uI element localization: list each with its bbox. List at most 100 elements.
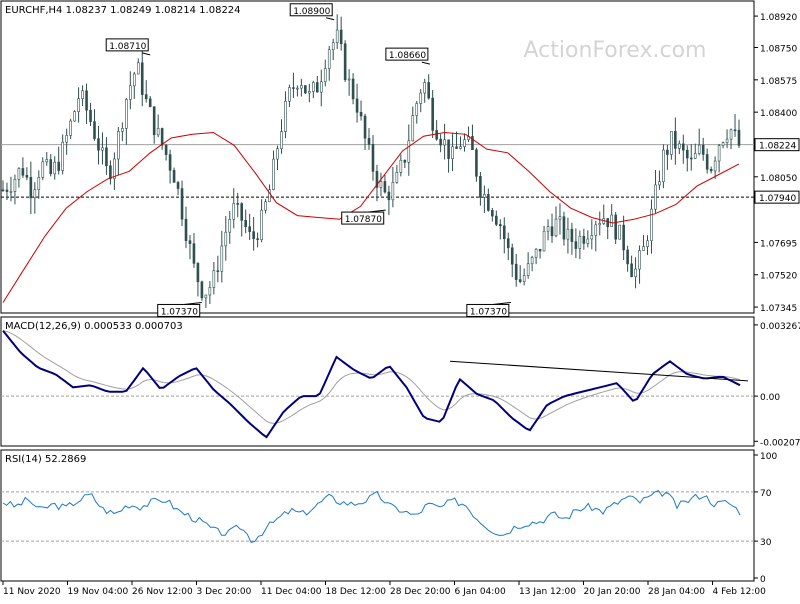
- candle-body: [439, 138, 442, 146]
- candle-body: [308, 91, 311, 94]
- candle-body: [650, 208, 653, 242]
- candle-body: [144, 94, 148, 100]
- rsi-panel: RSI(14) 52.2869: [0, 449, 755, 582]
- x-axis-label: 18 Dec 12:00: [326, 587, 387, 597]
- candle-body: [129, 85, 132, 100]
- candle-body: [586, 238, 590, 244]
- x-axis-label: 6 Jan 04:00: [455, 587, 507, 597]
- candle-body: [85, 90, 88, 111]
- candle-body: [725, 138, 729, 144]
- candle-body: [423, 82, 427, 94]
- candle-body: [41, 161, 45, 178]
- candle-body: [136, 62, 140, 75]
- macd-line: [2, 330, 741, 439]
- candle-body: [252, 231, 255, 239]
- candle-body: [514, 263, 518, 280]
- candle-body: [646, 240, 649, 247]
- candle-body: [674, 130, 677, 149]
- price-panel-title: EURCHF,H4 1.08237 1.08249 1.08214 1.0822…: [5, 5, 241, 16]
- annotation-label: 1.08660: [389, 51, 426, 61]
- candle-body: [685, 149, 689, 159]
- candle-body: [29, 176, 33, 199]
- price-axis-label: 1.08050: [760, 174, 797, 184]
- annotation-connector: [142, 52, 151, 56]
- candle-body: [312, 82, 315, 92]
- candle-body: [81, 90, 84, 99]
- candle-body: [578, 235, 582, 249]
- candle-body: [77, 98, 80, 112]
- candle-body: [184, 218, 188, 241]
- x-axis-label: 19 Nov 04:00: [68, 587, 129, 597]
- annotation-box: [385, 47, 429, 61]
- candle-body: [264, 201, 267, 211]
- candle-body: [510, 247, 514, 265]
- candle-body: [395, 172, 399, 183]
- candle-body: [25, 174, 29, 178]
- candle-body: [256, 238, 259, 240]
- candle-body: [606, 218, 610, 227]
- candle-body: [21, 168, 25, 176]
- price-panel: EURCHF,H4 1.08237 1.08249 1.08214 1.0822…: [0, 0, 755, 314]
- candle-body: [113, 158, 116, 179]
- annotation-label: 1.08900: [293, 7, 330, 17]
- candle-body: [558, 216, 562, 220]
- candle-body: [634, 268, 637, 278]
- candle-body: [455, 146, 458, 149]
- x-axis-label: 28 Jan 04:00: [648, 587, 705, 597]
- candle-body: [658, 181, 661, 186]
- candle-body: [152, 106, 156, 136]
- candle-body: [550, 226, 554, 237]
- candle-body: [248, 226, 251, 232]
- candle-body: [594, 224, 598, 236]
- candle-body: [375, 171, 379, 188]
- candle-body: [5, 189, 9, 192]
- candle-body: [240, 203, 244, 221]
- candle-body: [140, 62, 144, 95]
- candle-body: [642, 246, 645, 251]
- candle-body: [93, 121, 96, 139]
- candle-body: [323, 68, 327, 83]
- candle-body: [208, 287, 212, 296]
- dynamic-marks: 1.08920 1.08750 1.08575 1.08400 1.08050 1.076…: [1, 3, 800, 597]
- candle-body: [463, 139, 466, 147]
- candle-body: [343, 43, 347, 81]
- candle-body: [566, 228, 570, 240]
- macd-axis-label: 0.003267: [760, 322, 800, 332]
- candle-body: [666, 149, 669, 155]
- candle-body: [268, 189, 271, 203]
- candle-body: [610, 214, 613, 227]
- candle-body: [192, 243, 196, 264]
- macd-signal-line: [2, 330, 741, 424]
- macd-panel-title: MACD(12,26,9) 0.000533 0.000703: [5, 321, 183, 332]
- rsi-axis-label: 30: [760, 538, 772, 548]
- candle-body: [236, 203, 240, 205]
- annotation-box: [341, 211, 385, 225]
- candle-body: [391, 182, 395, 201]
- support-label: 1.07940: [759, 194, 796, 204]
- candle-body: [9, 191, 13, 193]
- candle-body: [160, 128, 164, 146]
- candle-body: [491, 210, 494, 217]
- candle-body: [502, 225, 506, 239]
- candle-body: [598, 223, 602, 226]
- candle-body: [327, 49, 331, 69]
- candle-body: [164, 144, 168, 155]
- candle-body: [534, 248, 538, 258]
- candle-body: [590, 235, 594, 240]
- rsi-axis-label: 100: [760, 452, 777, 462]
- price-axis-label: 1.07695: [760, 239, 797, 249]
- moving-average-line: [2, 131, 740, 303]
- x-axis-label: 11 Nov 2020: [3, 587, 61, 597]
- watermark: ActionForex.com: [524, 38, 707, 63]
- candle-body: [196, 263, 200, 283]
- candle-body: [403, 159, 407, 163]
- x-axis-label: 13 Jan 12:00: [519, 587, 576, 597]
- candle-body: [117, 131, 120, 160]
- candle-body: [371, 144, 375, 172]
- candle-body: [176, 182, 180, 189]
- candle-body: [518, 279, 522, 282]
- annotation-box: [157, 303, 201, 317]
- candle-body: [228, 218, 232, 233]
- current-price-label: 1.08224: [759, 142, 796, 152]
- candle-body: [471, 136, 474, 150]
